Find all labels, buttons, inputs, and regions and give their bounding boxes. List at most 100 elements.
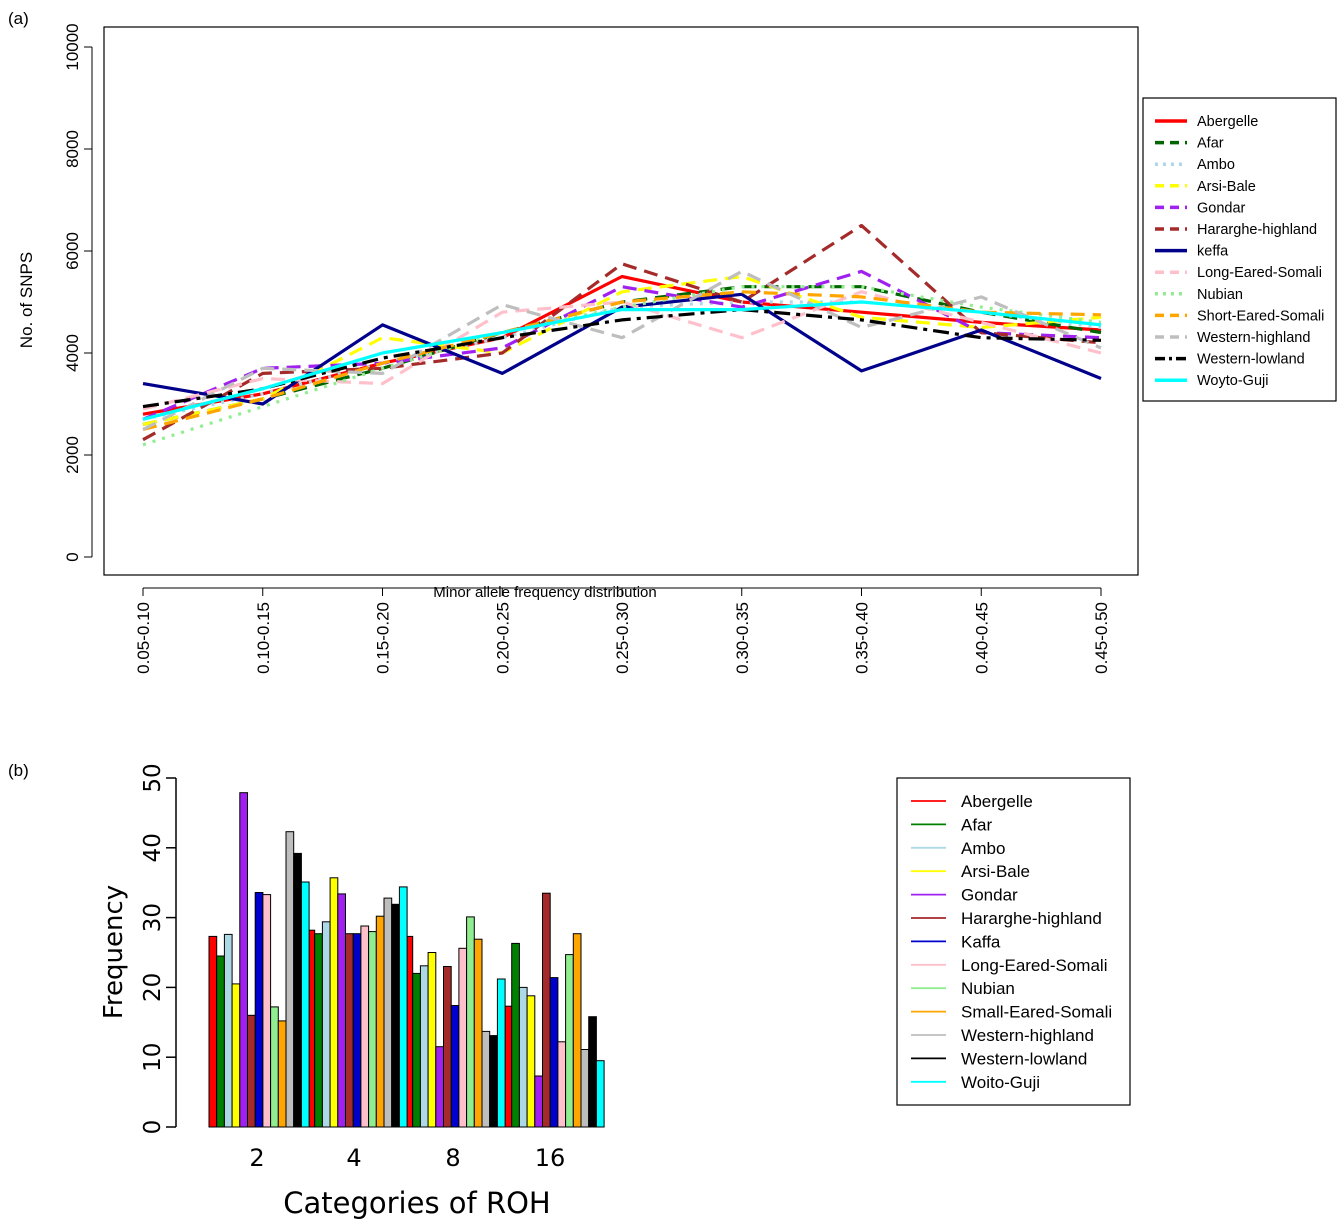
bar-afar-2	[216, 955, 225, 1128]
legend-label-ambo: Ambo	[1197, 157, 1235, 173]
y-tick-label-b: 20	[140, 973, 166, 1002]
legend-label-hararghe-highland: Hararghe-highland	[961, 909, 1102, 928]
x-tick-label-b: 16	[535, 1144, 566, 1172]
bar-arsi-bale-8	[427, 952, 437, 1128]
bar-western-highland-4	[383, 897, 393, 1128]
series-line-arsi-bale	[142, 274, 1102, 426]
x-tick-label-a: 0.05-0.10	[134, 602, 153, 674]
legend-label-short-eared-somali: Short-Eared-Somali	[1197, 308, 1324, 324]
y-axis-label-b: Frequency	[99, 885, 129, 1019]
bar-western-lowland-2	[293, 852, 302, 1128]
bar-afar-16	[511, 942, 520, 1128]
legend-label-gondar: Gondar	[1197, 200, 1246, 216]
y-tick-label-b: 10	[140, 1043, 166, 1072]
y-tick-label-a: 10000	[63, 23, 82, 70]
bar-small-eared-somali-8	[473, 938, 483, 1128]
bar-abergelle-2	[208, 935, 218, 1128]
x-tick-label-b: 2	[249, 1144, 264, 1172]
x-tick-label-a: 0.30-0.35	[733, 602, 752, 674]
bar-hararghe-highland-4	[345, 933, 354, 1128]
legend-b: Abergelle Afar Ambo Arsi-Bale Gondar Hararghe…	[896, 777, 1131, 1106]
bar-long-eared-somali-16	[557, 1041, 567, 1128]
bar-nubian-4	[368, 931, 377, 1128]
bar-hararghe-highland-8	[443, 966, 452, 1128]
legend-label-gondar: Gondar	[961, 886, 1018, 905]
y-axis-label-a: No. of SNPS	[17, 252, 36, 348]
x-tick-label-a: 0.35-0.40	[853, 602, 872, 674]
bar-chart-b: 0 10 20 30 40 50 Frequency 2 4 8 16 Categories of R…	[99, 763, 605, 1220]
y-tick-label-a: 2000	[63, 436, 82, 474]
bar-western-highland-2	[285, 831, 295, 1128]
legend-label-afar: Afar	[1197, 136, 1224, 152]
bar-ambo-8	[419, 965, 429, 1128]
bar-ambo-4	[321, 921, 331, 1128]
bar-kaffa-4	[352, 933, 362, 1128]
bar-nubian-2	[270, 1006, 279, 1128]
x-tick-label-a: 0.25-0.30	[613, 602, 632, 674]
legend-label-woito-guji: Woito-Guji	[961, 1073, 1040, 1092]
bar-western-lowland-4	[391, 903, 400, 1128]
series-line-abergelle	[142, 274, 1102, 416]
bar-woito-guji-4	[398, 886, 408, 1128]
bar-woito-guji-8	[496, 978, 506, 1128]
y-tick-label-a: 6000	[63, 232, 82, 270]
x-tick-label-a: 0.40-0.45	[972, 602, 991, 674]
legend-label-western-highland: Western-highland	[961, 1026, 1094, 1045]
y-tick-label-a: 8000	[63, 130, 82, 168]
bar-ambo-2	[223, 933, 233, 1128]
bar-western-highland-8	[481, 1030, 491, 1128]
y-tick-label-b: 30	[140, 903, 166, 932]
y-tick-label-b: 50	[140, 763, 166, 792]
x-tick-label-a: 0.45-0.50	[1092, 602, 1111, 674]
bar-kaffa-8	[450, 1005, 460, 1128]
bar-woito-guji-16	[595, 1060, 605, 1128]
series-line-short-eared-somali	[142, 290, 1102, 432]
line-chart-a: 0 2000 4000 6000 8000 10000 No. of SNPS 0.05-0.…	[17, 23, 1139, 674]
bar-hararghe-highland-2	[247, 1014, 256, 1128]
bar-gondar-2	[239, 792, 249, 1128]
bar-gondar-4	[337, 893, 346, 1128]
legend-label-hararghe-highland: Hararghe-highland	[1197, 222, 1317, 238]
bar-small-eared-somali-4	[375, 915, 385, 1128]
legend-label-ambo: Ambo	[961, 839, 1005, 858]
series-line-woyto-guji	[142, 300, 1102, 421]
bar-small-eared-somali-16	[572, 933, 582, 1128]
legend-label-long-eared-somali: Long-Eared-Somali	[961, 956, 1107, 975]
bar-small-eared-somali-2	[277, 1020, 287, 1128]
series-line-hararghe-highland	[142, 223, 1102, 442]
legend-label-woyto-guji: Woyto-Guji	[1197, 373, 1268, 389]
series-line-western-highland	[142, 269, 1102, 431]
legend-label-nubian: Nubian	[961, 979, 1015, 998]
bar-arsi-bale-16	[526, 995, 536, 1128]
bar-western-lowland-8	[489, 1035, 498, 1128]
series-line-western-lowland	[142, 308, 1102, 409]
bar-nubian-8	[466, 916, 475, 1128]
bar-nubian-16	[565, 954, 574, 1128]
bar-western-highland-16	[580, 1049, 590, 1128]
y-tick-label-b: 0	[140, 1120, 166, 1135]
panel-a-label: (a)	[8, 9, 29, 28]
panel-b-label: (b)	[8, 761, 29, 780]
bar-arsi-bale-2	[231, 983, 241, 1128]
legend-label-abergelle: Abergelle	[1197, 114, 1258, 130]
legend-label-arsi-bale: Arsi-Bale	[961, 862, 1030, 881]
legend-label-western-highland: Western-highland	[1197, 330, 1310, 346]
bar-gondar-8	[435, 1046, 444, 1128]
x-axis-label-b: Categories of ROH	[283, 1186, 551, 1220]
y-tick-label-a: 4000	[63, 334, 82, 372]
legend-a: Abergelle Afar Ambo Arsi-Bale Gondar Hararghe…	[1142, 97, 1337, 402]
plot-frame-a	[103, 26, 1139, 576]
bar-long-eared-somali-2	[262, 894, 272, 1128]
legend-label-western-lowland: Western-lowland	[1197, 352, 1305, 368]
legend-label-afar: Afar	[961, 815, 993, 834]
bar-arsi-bale-4	[329, 877, 339, 1128]
x-tick-label-a: 0.10-0.15	[254, 602, 273, 674]
bar-kaffa-2	[254, 892, 264, 1128]
legend-label-keffa: keffa	[1197, 244, 1229, 260]
bar-ambo-16	[518, 986, 528, 1128]
bar-afar-4	[314, 933, 323, 1128]
y-tick-label-a: 0	[63, 552, 82, 561]
x-tick-label-b: 8	[445, 1144, 460, 1172]
legend-label-long-eared-somali: Long-Eared-Somali	[1197, 265, 1322, 281]
bar-western-lowland-16	[588, 1016, 597, 1128]
